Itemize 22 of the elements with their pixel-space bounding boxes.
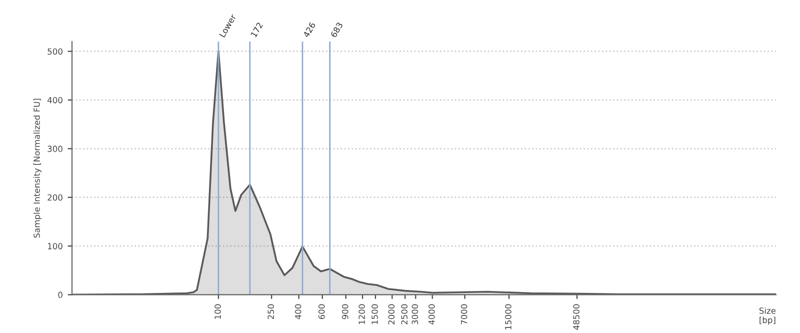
x-tick-label: 4000 [428,304,435,325]
x-tick-label: 3000 [412,304,418,324]
x-tick-label: 1500 [372,304,378,324]
x-tick-label: 600 [318,304,325,320]
x-tick-label: 900 [342,304,348,320]
x-tick-label: 400 [294,304,302,320]
y-tick-label: 200 [48,194,62,201]
x-tick-label: 7000 [460,304,468,324]
x-tick-label: 100 [214,304,221,319]
y-tick-label: 500 [48,48,62,55]
y-tick-label: 300 [48,146,62,152]
y-tick-label: 400 [47,97,62,104]
x-axis-title: Size [bp] [759,307,776,325]
x-tick-label: 1200 [358,304,365,324]
x-tick-label: 2000 [388,304,395,324]
y-tick-label: 100 [48,243,62,250]
y-axis-title: Sample Intensity [Normalized FU] [33,98,42,238]
x-tick-label: 15000 [505,304,512,330]
x-tick-label: 2500 [401,304,408,324]
x-tick-label: 48500 [573,304,580,330]
y-tick-label: 0 [58,292,62,298]
x-tick-label: 250 [268,304,274,320]
